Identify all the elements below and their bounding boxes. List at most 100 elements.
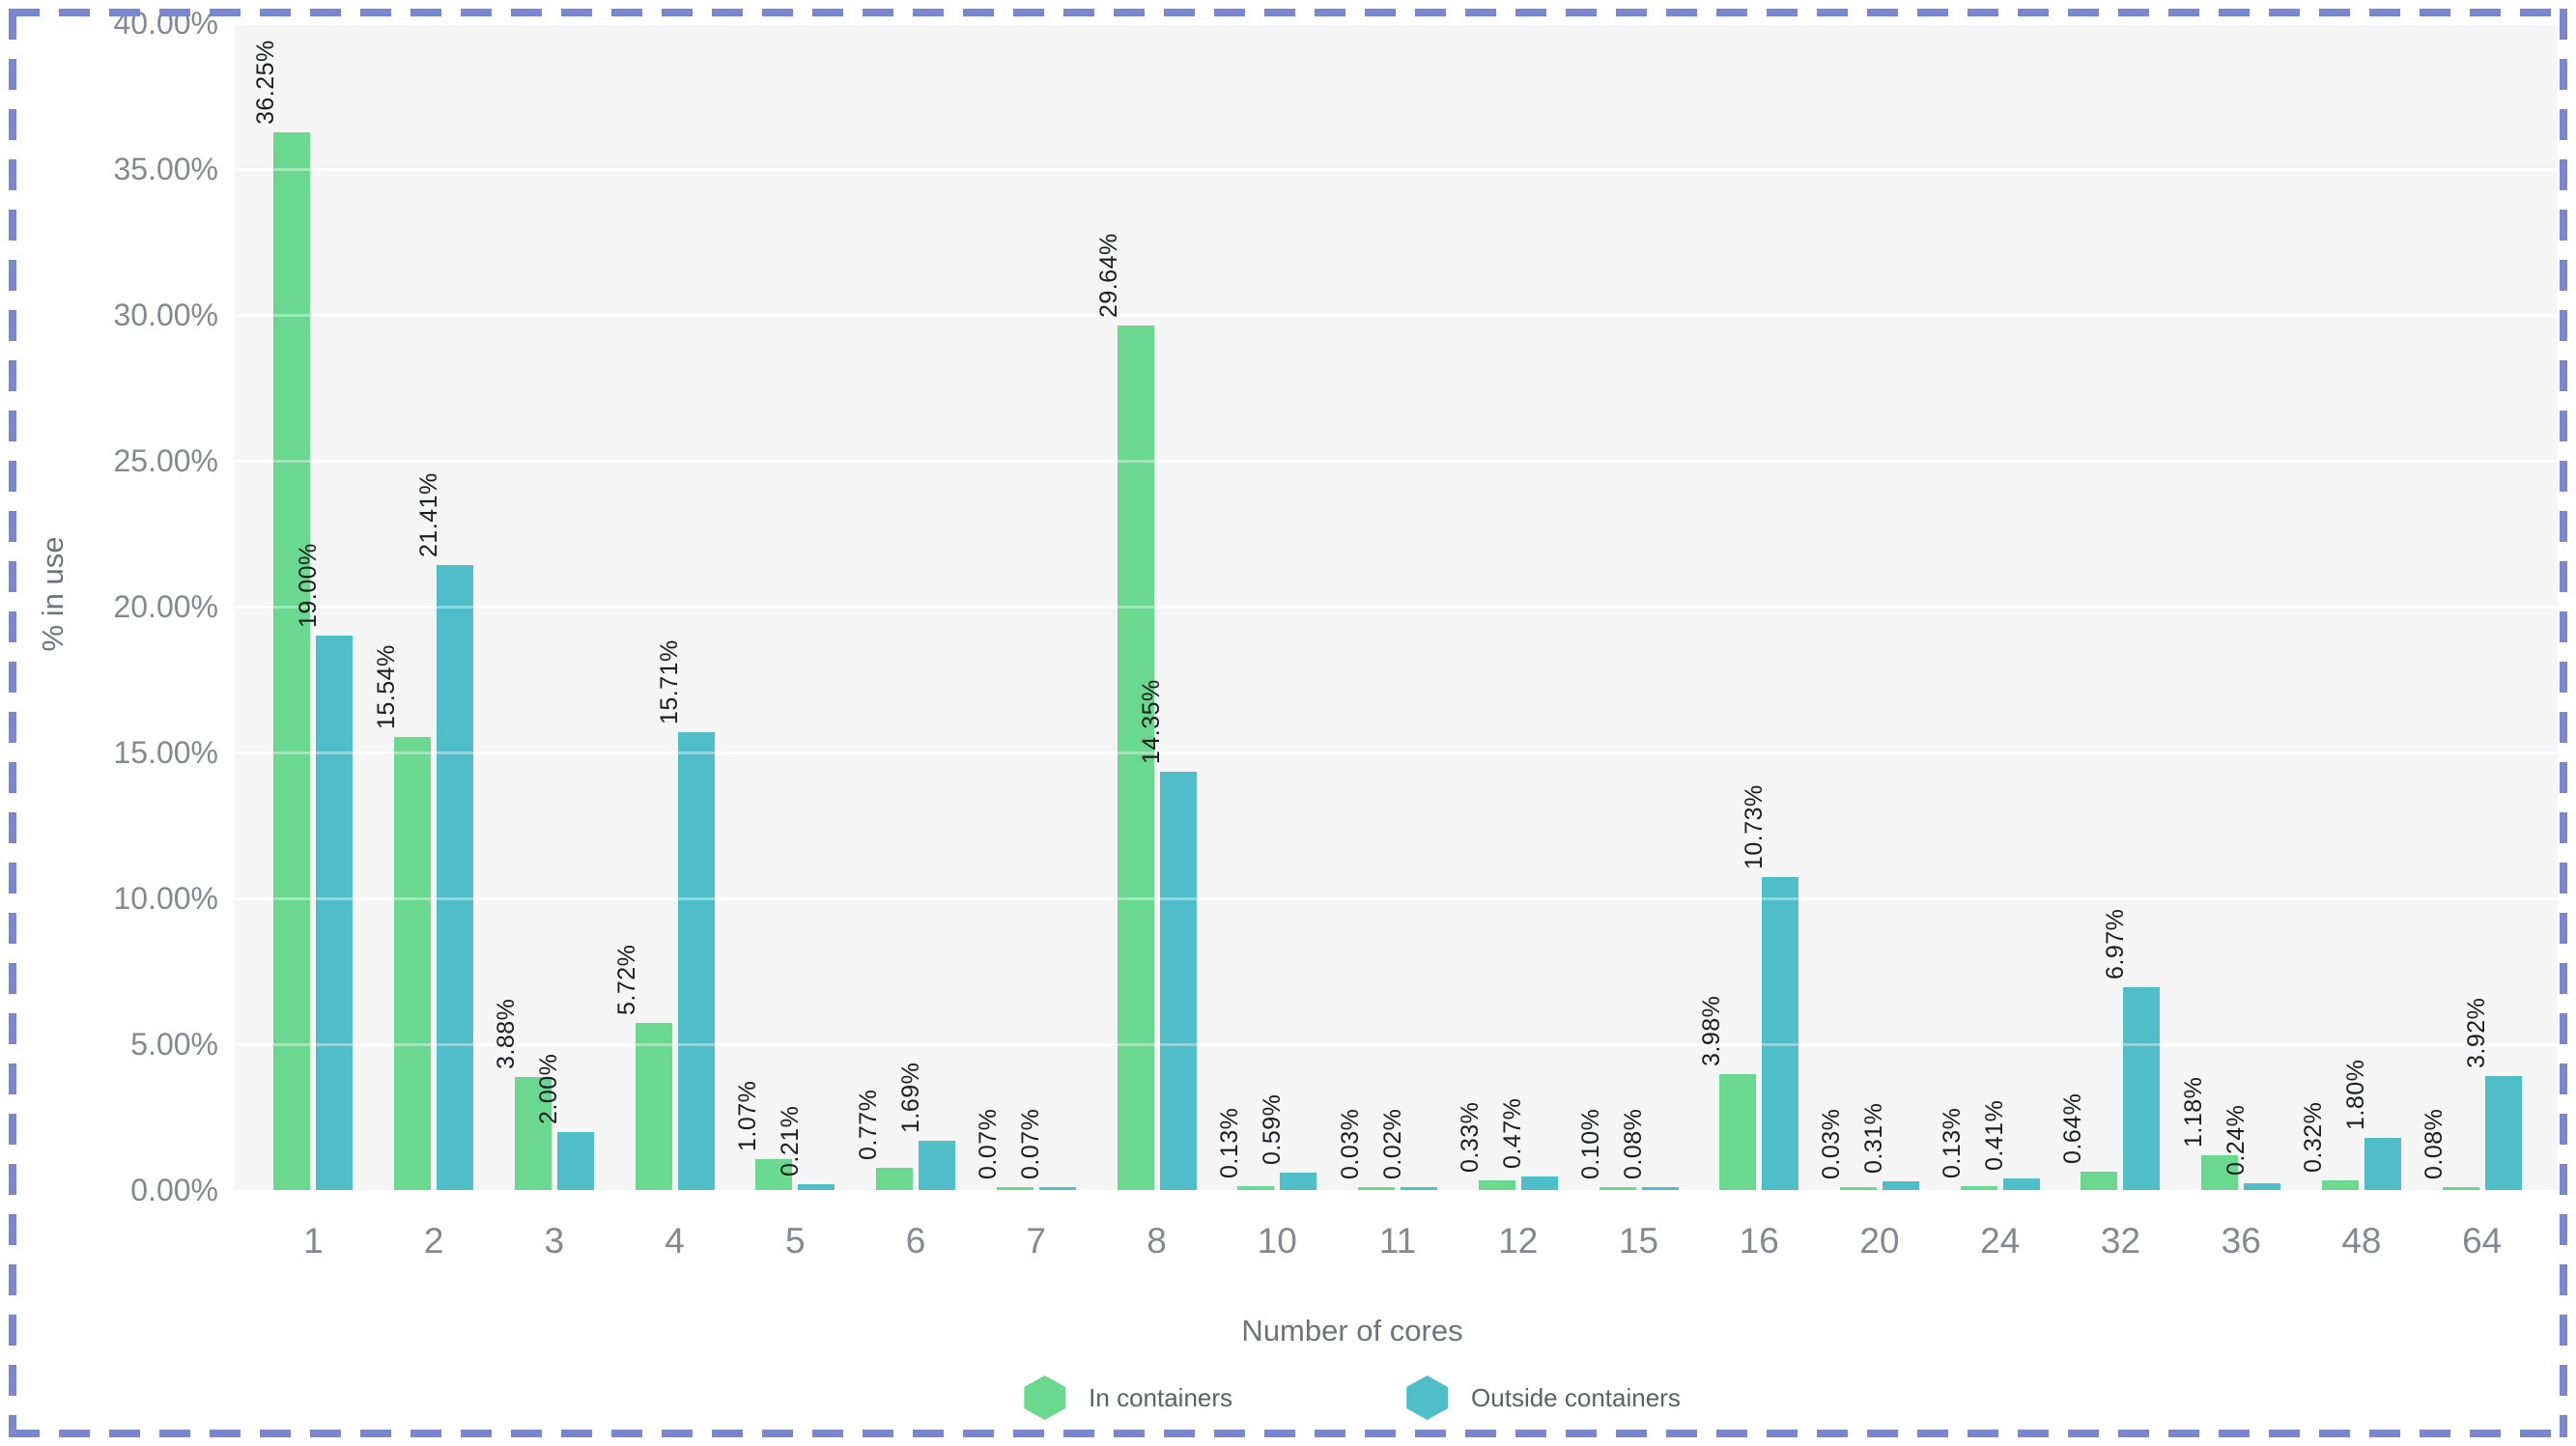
bar-value-label: 0.47% [1499, 1097, 1527, 1169]
bar-value-label: 0.10% [1577, 1108, 1604, 1179]
bar-value-label: 0.77% [854, 1089, 882, 1160]
bar-value-label: 0.02% [1378, 1108, 1406, 1179]
bar-value-label: 36.25% [251, 40, 279, 125]
bar-value-label: 5.72% [613, 944, 641, 1015]
gridline [235, 313, 2558, 317]
gridline [235, 896, 2558, 900]
bar-in-containers [635, 1023, 672, 1190]
bar-outside-containers [1038, 1187, 1076, 1190]
bar-in-containers [996, 1187, 1033, 1190]
bar-in-containers [1117, 326, 1154, 1190]
legend-item-label: In containers [1089, 1383, 1233, 1412]
y-tick-label: 15.00% [113, 735, 218, 770]
bar-in-containers [876, 1168, 914, 1190]
gridline [235, 459, 2558, 463]
bar-in-containers [2201, 1155, 2239, 1190]
gridline [235, 167, 2558, 171]
gridline [235, 21, 2558, 25]
bar-value-label: 14.35% [1138, 679, 1166, 764]
bar-value-label: 6.97% [2101, 908, 2129, 979]
bar-value-label: 0.07% [975, 1108, 1003, 1179]
y-tick-label: 25.00% [113, 443, 218, 478]
bar-value-label: 15.71% [656, 639, 684, 724]
x-tick-label: 64 [2462, 1221, 2503, 1261]
bar-in-containers [2442, 1187, 2479, 1190]
x-tick-label: 4 [665, 1221, 685, 1261]
gridline [235, 896, 2558, 900]
x-tick-label: 11 [1378, 1221, 1417, 1261]
x-tick-label: 12 [1498, 1221, 1539, 1261]
gridline [235, 313, 2558, 317]
bar-in-containers [1358, 1187, 1396, 1190]
bar-outside-containers [2244, 1183, 2281, 1190]
legend-item-outside-containers[interactable]: Outside containers [1406, 1375, 1681, 1420]
bar-value-label: 2.00% [535, 1053, 563, 1124]
x-tick-label: 20 [1859, 1221, 1900, 1261]
bar-outside-containers [556, 1132, 594, 1190]
bar-value-label: 19.00% [294, 543, 322, 628]
bar-in-containers [755, 1159, 793, 1190]
x-tick-label: 5 [785, 1221, 806, 1261]
bar-value-label: 0.24% [2222, 1104, 2250, 1176]
x-tick-label: 36 [2221, 1221, 2261, 1261]
bar-value-label: 0.32% [2300, 1101, 2328, 1173]
x-tick-label: 6 [905, 1221, 926, 1261]
x-tick-label: 3 [544, 1221, 565, 1261]
bar-outside-containers [919, 1141, 956, 1190]
bar-value-label: 3.98% [1697, 995, 1725, 1066]
bar-outside-containers [1882, 1181, 1919, 1190]
bar-outside-containers [1762, 877, 1799, 1190]
bar-in-containers [2321, 1180, 2359, 1190]
gridline [235, 605, 2558, 609]
bar-in-containers [1237, 1186, 1275, 1190]
bar-value-label: 0.03% [1336, 1108, 1364, 1179]
legend-item-in-containers[interactable]: In containers [1024, 1375, 1232, 1420]
bar-in-containers [1478, 1180, 1515, 1190]
bar-in-containers [514, 1077, 552, 1190]
legend-swatch-hexagon-green-icon [1024, 1375, 1066, 1420]
bar-value-label: 1.07% [733, 1080, 761, 1151]
bar-in-containers [1599, 1187, 1636, 1190]
bar-value-label: 29.64% [1095, 233, 1123, 318]
bar-in-containers [1960, 1186, 1997, 1190]
y-tick-label: 10.00% [113, 881, 218, 916]
gridline [235, 1042, 2558, 1046]
y-tick-label: 0.00% [130, 1173, 218, 1207]
bar-value-label: 1.18% [2179, 1076, 2207, 1148]
bar-outside-containers [1401, 1187, 1438, 1190]
bar-value-label: 0.07% [1017, 1108, 1045, 1179]
y-tick-label: 5.00% [130, 1027, 218, 1062]
bar-value-label: 0.13% [1215, 1107, 1243, 1178]
x-tick-label: 16 [1739, 1221, 1779, 1261]
gridline [235, 605, 2558, 609]
x-tick-label: 1 [303, 1221, 324, 1261]
bar-in-containers [2081, 1172, 2118, 1190]
legend-item-label: Outside containers [1471, 1383, 1681, 1412]
y-tick-label: 20.00% [113, 589, 218, 624]
bar-value-label: 0.08% [1620, 1108, 1647, 1179]
x-tick-label: 10 [1257, 1221, 1297, 1261]
bar-in-containers [273, 132, 311, 1190]
bar-outside-containers [437, 565, 474, 1190]
bar-value-label: 1.69% [896, 1062, 924, 1133]
gridline [235, 751, 2558, 754]
bar-value-label: 0.64% [2058, 1092, 2086, 1164]
bar-value-label: 21.41% [414, 472, 442, 557]
bar-value-label: 0.13% [1939, 1107, 1967, 1178]
bar-outside-containers [2364, 1138, 2401, 1190]
selection-border-bottom [9, 1430, 2567, 1437]
bar-value-label: 0.03% [1818, 1108, 1846, 1179]
bar-outside-containers [798, 1184, 835, 1190]
x-tick-label: 48 [2341, 1221, 2382, 1261]
selection-border-top [9, 9, 2567, 16]
bar-outside-containers [1520, 1177, 1558, 1190]
x-tick-label: 15 [1618, 1221, 1659, 1261]
bar-value-label: 10.73% [1740, 784, 1768, 869]
bar-outside-containers [316, 636, 354, 1190]
selection-border-left [9, 9, 16, 1437]
bar-outside-containers [1641, 1187, 1679, 1190]
x-tick-label: 24 [1980, 1221, 2021, 1261]
gridline [235, 751, 2558, 754]
bar-value-label: 0.31% [1860, 1102, 1888, 1174]
